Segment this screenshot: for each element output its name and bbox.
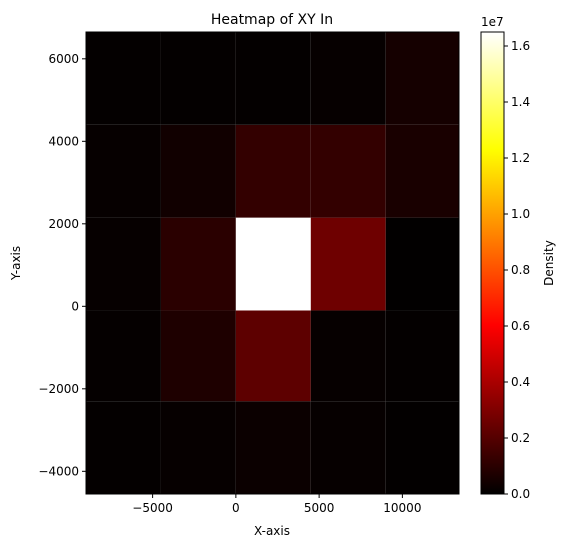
colorbar-tick-label: 1.2	[511, 151, 530, 165]
colorbar-tick-label: 0.8	[511, 263, 530, 277]
heatmap-cell	[385, 32, 459, 125]
heatmap-cell	[310, 217, 386, 311]
heatmap-cell	[310, 32, 386, 125]
y-tick-label: 2000	[48, 217, 79, 231]
heatmap-cell	[86, 32, 161, 125]
heatmap-cell	[86, 124, 161, 218]
heatmap-cell	[385, 310, 459, 402]
colorbar-tick-label: 1.0	[511, 207, 530, 221]
heatmap-cell	[160, 310, 236, 402]
y-axis-ticks: −4000 −2000 0 2000 4000 6000	[38, 52, 86, 478]
y-axis-label: Y-axis	[9, 246, 23, 281]
x-tick-label: 10000	[383, 501, 421, 515]
x-axis-label: X-axis	[254, 524, 290, 538]
x-tick-label: −5000	[132, 501, 173, 515]
y-tick-label: 6000	[48, 52, 79, 66]
heatmap-cell	[160, 32, 236, 125]
heatmap-cell	[385, 124, 459, 218]
colorbar-tick-label: 0.0	[511, 487, 530, 501]
x-tick-label: 0	[232, 501, 240, 515]
colorbar-tick-label: 1.6	[511, 39, 530, 53]
heatmap-cell	[235, 32, 311, 125]
colorbar-tick-label: 1.4	[511, 95, 530, 109]
heatmap-cell	[235, 217, 311, 311]
heatmap-cell	[235, 124, 311, 218]
heatmap-cell	[310, 401, 386, 494]
x-tick-label: 5000	[304, 501, 335, 515]
y-tick-label: 4000	[48, 134, 79, 148]
colorbar-tick-label: 0.2	[511, 431, 530, 445]
heatmap-cell	[385, 217, 459, 311]
y-tick-label: 0	[71, 299, 79, 313]
heatmap-cell	[235, 401, 311, 494]
heatmap-cell	[235, 310, 311, 402]
y-tick-label: −4000	[38, 464, 79, 478]
heatmap-cell	[385, 401, 459, 494]
heatmap-cell	[86, 310, 161, 402]
x-axis-ticks: −5000 0 5000 10000	[132, 494, 421, 515]
plot-frame	[85, 31, 460, 495]
colorbar	[480, 31, 505, 495]
heatmap-cell	[86, 401, 161, 494]
colorbar-label: Density	[542, 240, 556, 286]
colorbar-tick-label: 0.6	[511, 319, 530, 333]
heatmap-cell	[160, 217, 236, 311]
colorbar-tick-label: 0.4	[511, 375, 530, 389]
chart-title: Heatmap of XY In	[211, 12, 333, 28]
y-tick-label: −2000	[38, 382, 79, 396]
heatmap-cell	[86, 217, 161, 311]
heatmap-cell	[160, 401, 236, 494]
colorbar-ticks: 0.0 0.2 0.4 0.6 0.8 1.0 1.2 1.4 1.6	[504, 39, 530, 501]
heatmap-cell	[310, 310, 386, 402]
colorbar-exponent: 1e7	[481, 15, 504, 29]
heatmap-cell	[160, 124, 236, 218]
heatmap-cell	[310, 124, 386, 218]
heatmap-cells	[86, 32, 459, 494]
